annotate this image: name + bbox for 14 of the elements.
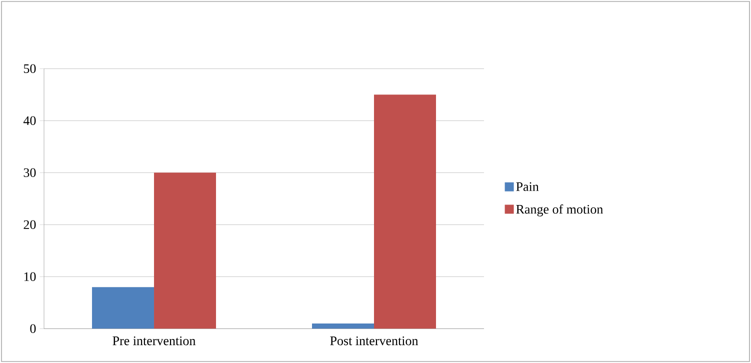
bar: [92, 287, 154, 329]
bar: [312, 323, 374, 329]
y-tick-label: 40: [23, 116, 36, 126]
y-tick-label: 10: [24, 272, 36, 282]
legend-label: Range of motion: [516, 204, 603, 216]
x-tick-label: Pre intervention: [112, 336, 196, 346]
x-tick-label: Post intervention: [330, 336, 418, 346]
y-tick-label: 0: [30, 324, 36, 334]
bar: [374, 94, 436, 329]
y-tick-label: 20: [24, 220, 36, 230]
y-tick-label: 30: [24, 168, 36, 178]
y-tick-label: 50: [24, 64, 36, 74]
bar: [154, 172, 216, 329]
legend-label: Pain: [516, 182, 539, 192]
